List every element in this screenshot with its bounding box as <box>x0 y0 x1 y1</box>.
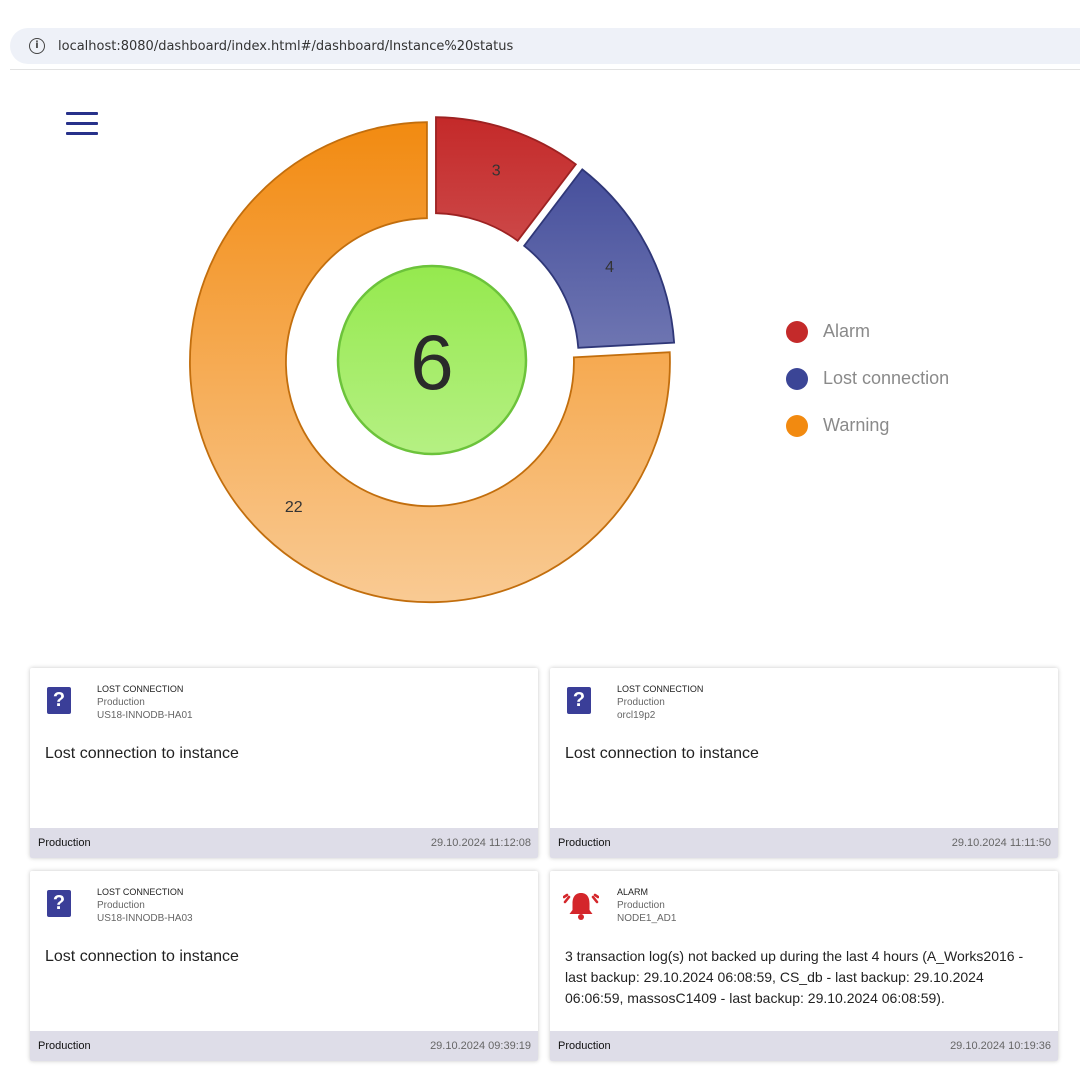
alert-card[interactable]: ? LOST CONNECTION Production orcl19p2 Lo… <box>550 668 1058 858</box>
card-environment: Production <box>617 900 665 911</box>
alarm-bell-icon <box>563 893 599 920</box>
legend-item-warning[interactable]: Warning <box>786 402 949 449</box>
question-icon: ? <box>567 687 591 714</box>
card-header: LOST CONNECTION Production US18-INNODB-H… <box>97 683 193 722</box>
footer-environment: Production <box>558 1040 611 1052</box>
card-message: Lost connection to instance <box>565 745 759 762</box>
card-environment: Production <box>617 697 665 708</box>
card-header: LOST CONNECTION Production US18-INNODB-H… <box>97 886 193 925</box>
chart-slices <box>189 116 676 604</box>
footer-environment: Production <box>558 837 611 849</box>
alert-card[interactable]: ? LOST CONNECTION Production US18-INNODB… <box>30 668 538 858</box>
card-header: LOST CONNECTION Production orcl19p2 <box>617 683 703 722</box>
legend-dot-icon <box>786 367 808 390</box>
slice-warning[interactable] <box>189 121 671 604</box>
chart-legend: Alarm Lost connection Warning <box>786 308 949 449</box>
legend-dot-icon <box>786 414 808 437</box>
center-count: 6 <box>410 318 453 406</box>
card-footer: Production 29.10.2024 11:11:50 <box>550 828 1058 858</box>
footer-environment: Production <box>38 1040 91 1052</box>
card-type: LOST CONNECTION <box>617 684 704 694</box>
card-message: Lost connection to instance <box>45 745 239 762</box>
footer-environment: Production <box>38 837 91 849</box>
slice-value-lost-connection: 4 <box>605 259 614 276</box>
card-type: ALARM <box>617 887 649 897</box>
slice-value-alarm: 3 <box>492 163 501 180</box>
card-host: orcl19p2 <box>617 710 656 721</box>
card-message: 3 transaction log(s) not backed up durin… <box>565 948 1024 1006</box>
card-footer: Production 29.10.2024 11:12:08 <box>30 828 538 858</box>
url-text[interactable]: localhost:8080/dashboard/index.html#/das… <box>58 38 514 54</box>
legend-label: Lost connection <box>823 368 950 388</box>
question-icon: ? <box>47 890 71 917</box>
alert-card[interactable]: ALARM Production NODE1_AD1 3 transaction… <box>550 871 1058 1061</box>
address-bar-divider <box>10 69 1080 70</box>
card-environment: Production <box>97 900 145 911</box>
card-footer: Production 29.10.2024 09:39:19 <box>30 1031 538 1061</box>
footer-timestamp: 29.10.2024 10:19:36 <box>950 1040 1051 1052</box>
footer-timestamp: 29.10.2024 09:39:19 <box>430 1040 531 1052</box>
legend-label: Alarm <box>823 321 871 341</box>
alert-card[interactable]: ? LOST CONNECTION Production US18-INNODB… <box>30 871 538 1061</box>
slice-value-warning: 22 <box>285 499 303 516</box>
footer-timestamp: 29.10.2024 11:11:50 <box>951 837 1051 849</box>
card-type: LOST CONNECTION <box>97 887 184 897</box>
hamburger-menu-icon[interactable] <box>66 112 98 136</box>
card-message: Lost connection to instance <box>45 948 239 965</box>
legend-label: Warning <box>823 415 890 435</box>
chart-slice-labels: 3 4 22 <box>285 163 614 516</box>
legend-item-alarm[interactable]: Alarm <box>786 308 949 355</box>
card-header: ALARM Production NODE1_AD1 <box>617 886 676 925</box>
card-host: US18-INNODB-HA01 <box>97 710 193 721</box>
card-type: LOST CONNECTION <box>97 684 184 694</box>
address-bar[interactable]: i localhost:8080/dashboard/index.html#/d… <box>10 28 1080 64</box>
card-footer: Production 29.10.2024 10:19:36 <box>550 1031 1058 1061</box>
status-donut-chart: 3 4 22 6 <box>189 116 676 604</box>
slice-alarm[interactable] <box>435 116 578 242</box>
card-host: NODE1_AD1 <box>617 913 677 924</box>
card-host: US18-INNODB-HA03 <box>97 913 193 924</box>
slice-lost-connection[interactable] <box>522 168 676 349</box>
footer-timestamp: 29.10.2024 11:12:08 <box>430 837 531 849</box>
question-icon: ? <box>47 687 71 714</box>
info-icon[interactable]: i <box>29 38 45 54</box>
legend-dot-icon <box>786 320 808 343</box>
legend-item-lost-connection[interactable]: Lost connection <box>786 355 949 402</box>
card-environment: Production <box>97 697 145 708</box>
center-count-circle[interactable] <box>336 264 528 456</box>
